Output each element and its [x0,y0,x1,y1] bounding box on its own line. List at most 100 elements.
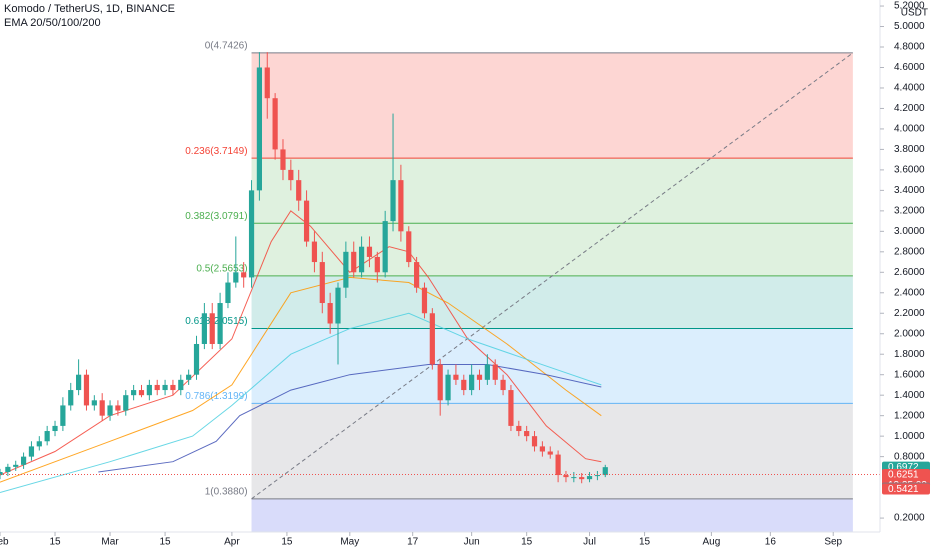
candle-body [131,390,137,396]
candle-body [429,313,435,365]
y-tick-label: 1.4000 [894,390,925,401]
ema-line [0,312,602,493]
candle-body [351,251,357,273]
candle-body [398,180,404,232]
candle-body [68,390,74,406]
candle-body [76,374,82,391]
candle-body [241,272,247,278]
price-tag-label: 0.5421 [888,484,919,495]
x-tick-label: 15 [49,537,61,548]
candle-body [225,282,231,304]
candle-body [571,477,577,479]
x-tick-label: Apr [224,537,240,548]
fib-level-label: 0.236(3.7149) [185,146,247,157]
fib-zone [251,52,853,159]
y-tick-label: 4.2000 [894,103,925,114]
fib-zone [251,223,853,276]
candle-body [303,200,310,242]
chart-title: Komodo / TetherUS, 1D, BINANCE [4,3,175,15]
candle-body [288,169,294,181]
y-tick-label: 1.8000 [894,349,925,360]
candle-body [319,262,325,304]
candle-body [0,471,3,476]
candle-body [414,262,420,288]
candle-body [366,246,373,257]
y-tick-label: 5.2000 [894,1,925,12]
candle-body [461,379,467,391]
trend-line [251,52,854,500]
candle-body [44,431,50,442]
candle-body [476,374,483,380]
candle-body [52,425,58,432]
candle-body [524,431,530,437]
y-tick-label: 3.8000 [894,144,925,155]
candle-body [296,180,302,201]
x-tick-label: 16 [765,537,777,548]
price-tag-label: 0.6972 [888,462,919,473]
x-tick-label: 15 [639,537,651,548]
candle-body [374,256,380,273]
candle-body [500,379,506,391]
fib-zone [251,403,853,499]
candle-body [469,374,475,391]
candle-body [453,374,459,380]
candle-body [217,303,223,344]
candle-body [99,400,105,416]
fib-level-label: 0.618(2.0515) [185,316,247,327]
y-tick-label: 4.0000 [894,124,925,135]
candle-body [138,390,145,396]
candle-body [91,400,97,406]
candle-body [154,384,160,391]
fib-zone [251,158,853,224]
candle-body [248,190,255,278]
plot-area: 0(4.7426) 0.236(3.7149) 0.382(3.0791) 0.5(2… [0,41,880,532]
candle-body [5,466,11,472]
candle-body [358,246,365,273]
fib-level-label: 0(4.7426) [205,41,248,52]
candle-body [13,464,19,467]
currency-label: USDT [901,8,928,19]
candle-body [531,436,538,447]
candle-body [201,313,207,344]
price-tag-label: 0.6251 [888,469,919,480]
x-tick-label: Jul [583,537,596,548]
x-tick-label: Aug [702,537,720,548]
candle-body [406,231,412,263]
y-tick-label: 2.2000 [894,308,925,319]
candle-body [602,467,608,476]
candle-body [233,272,239,283]
fib-level-label: 0.786(1.3199) [185,391,247,402]
candle-body [579,477,585,480]
candle-body [508,390,514,426]
candle-body [83,374,90,406]
fib-level-label: 0.5(2.5653) [196,263,247,274]
candle-body [492,364,498,380]
candle-body [20,456,27,465]
candle-body [547,451,553,455]
candle-body [327,303,333,324]
x-tick-label: Sep [824,537,842,548]
y-tick-label: 0.2000 [894,513,925,524]
x-tick-label: Jun [464,537,480,548]
candle-body [193,343,200,375]
candle-body [586,476,593,480]
chart-subtitle: EMA 20/50/100/200 [4,17,101,29]
ema-line [0,210,602,476]
candle-body [115,405,121,411]
candle-body [36,441,42,447]
candle-body [28,446,35,457]
candle-body [162,384,168,391]
candle-body [264,67,270,99]
candle-body [390,180,396,222]
y-tick-label: 3.6000 [894,165,925,176]
x-tick-label: May [340,537,359,548]
candle-body [421,287,428,314]
y-tick-label: 1.2000 [894,410,925,421]
x-tick-label: 17 [407,537,419,548]
y-tick-label: 5.0000 [894,21,925,32]
candle-body [563,475,569,478]
y-tick-label: 2.8000 [894,246,925,257]
candle-body [280,149,286,170]
